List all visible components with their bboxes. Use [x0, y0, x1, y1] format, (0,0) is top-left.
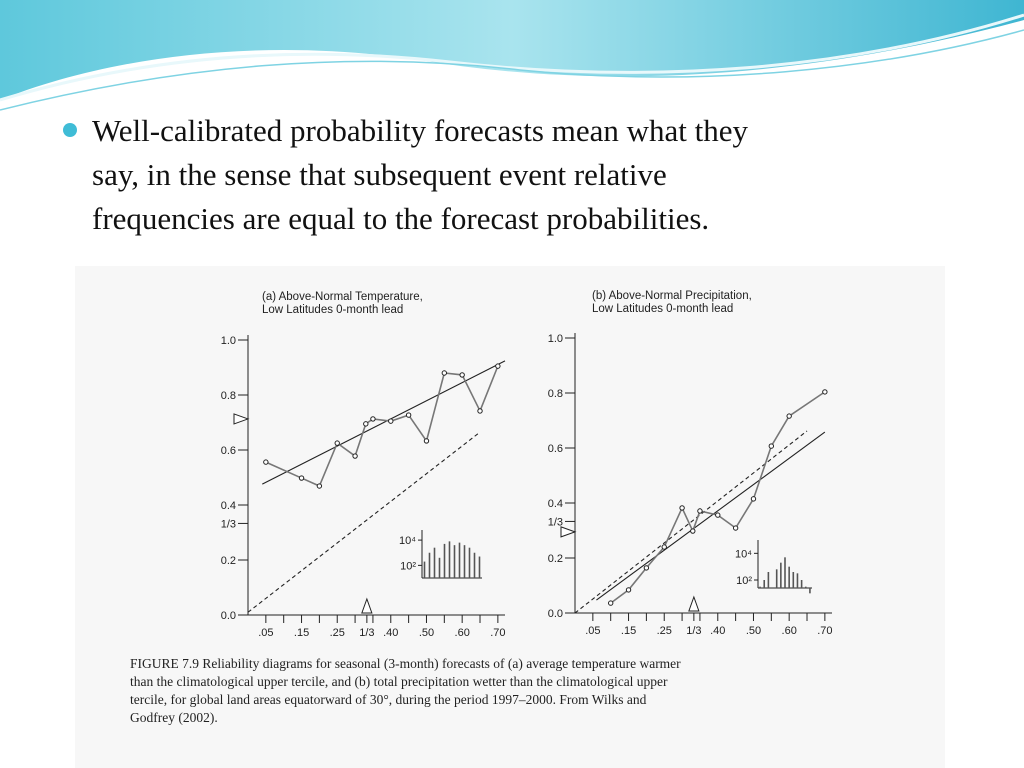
y-tick-label: 0.8: [221, 390, 236, 402]
x-tick-label: .05: [258, 627, 273, 639]
point: [786, 413, 792, 419]
y-tick-label: 0.4: [221, 500, 236, 512]
y-tick-label: 0.8: [548, 388, 563, 400]
point: [607, 600, 614, 606]
inset-tick-label: 10²: [400, 560, 416, 572]
caption: Godfrey (2002).: [130, 710, 218, 725]
point: [750, 496, 757, 502]
climatology-x-triangle: [688, 595, 700, 612]
point: [388, 418, 394, 424]
climatology-y-triangle: [233, 413, 250, 425]
fit-line: [596, 431, 826, 601]
point: [495, 363, 501, 369]
y-tick-label: 1.0: [221, 335, 236, 347]
reference-line: [574, 430, 808, 614]
y-tick-label: 0.2: [548, 553, 563, 565]
point: [643, 565, 650, 571]
bullet-dot: [63, 123, 77, 137]
point: [316, 483, 323, 489]
point: [715, 512, 721, 518]
y-tick-label: 1/3: [548, 516, 563, 528]
y-tick-label: 0.0: [548, 608, 563, 620]
x-tick-label: .15: [621, 625, 636, 637]
x-tick-label: .05: [585, 625, 600, 637]
x-tick-label: 1/3: [359, 627, 374, 639]
x-tick-label: .25: [330, 627, 345, 639]
y-tick-label: 1/3: [221, 518, 236, 530]
bullet-text: frequencies are equal to the forecast pr…: [92, 201, 709, 236]
x-tick-label: .40: [710, 625, 725, 637]
x-tick-label: .50: [746, 625, 761, 637]
y-tick-label: 0.6: [221, 445, 236, 457]
y-tick-label: 0.2: [221, 555, 236, 567]
inset-tick-label: 10⁴: [399, 535, 416, 547]
caption: FIGURE 7.9 Reliability diagrams for seas…: [130, 656, 681, 671]
reliability-line: [265, 365, 499, 488]
inset-tick-label: 10⁴: [735, 548, 752, 560]
x-tick-label: .50: [419, 627, 434, 639]
figure-background: [75, 266, 945, 768]
point: [768, 443, 775, 449]
point: [423, 438, 430, 444]
chart-title: Low Latitudes 0-month lead: [592, 303, 733, 315]
x-tick-label: .60: [782, 625, 797, 637]
climatology-x-triangle: [361, 597, 373, 614]
caption: tercile, for global land areas equatorwa…: [130, 692, 647, 707]
y-tick-label: 0.6: [548, 443, 563, 455]
point: [370, 416, 376, 422]
x-tick-label: .40: [383, 627, 398, 639]
point: [477, 408, 483, 414]
x-tick-label: .25: [657, 625, 672, 637]
x-tick-label: 1/3: [686, 625, 701, 637]
point: [625, 587, 632, 593]
point: [679, 505, 685, 511]
y-tick-label: 0.0: [221, 610, 236, 622]
y-tick-label: 0.4: [548, 498, 563, 510]
point: [352, 453, 358, 459]
chart-title: (b) Above-Normal Precipitation,: [592, 290, 752, 302]
x-tick-label: .15: [294, 627, 309, 639]
header-decoration: [0, 0, 1024, 111]
point: [263, 459, 269, 465]
point: [732, 525, 739, 531]
inset-tick-label: 10²: [736, 575, 752, 587]
x-tick-label: .60: [455, 627, 470, 639]
bullet-text: say, in the sense that subsequent event …: [92, 157, 667, 192]
point: [690, 528, 696, 534]
x-tick-label: .70: [817, 625, 832, 637]
point: [441, 370, 448, 376]
point: [334, 440, 340, 446]
caption: than the climatological upper tercile, a…: [130, 674, 668, 689]
climatology-y-triangle: [560, 526, 577, 538]
bullet-text: Well-calibrated probability forecasts me…: [92, 113, 748, 148]
point: [697, 508, 703, 514]
point: [822, 389, 828, 395]
point: [405, 412, 412, 418]
point: [459, 372, 465, 378]
point: [298, 475, 305, 481]
chart-title: Low Latitudes 0-month lead: [262, 304, 403, 316]
y-tick-label: 1.0: [548, 333, 563, 345]
chart-title: (a) Above-Normal Temperature,: [262, 291, 423, 303]
point: [661, 544, 667, 550]
point: [363, 421, 369, 427]
x-tick-label: .70: [490, 627, 505, 639]
charts: (a) Above-Normal Temperature,Low Latitud…: [221, 290, 833, 639]
